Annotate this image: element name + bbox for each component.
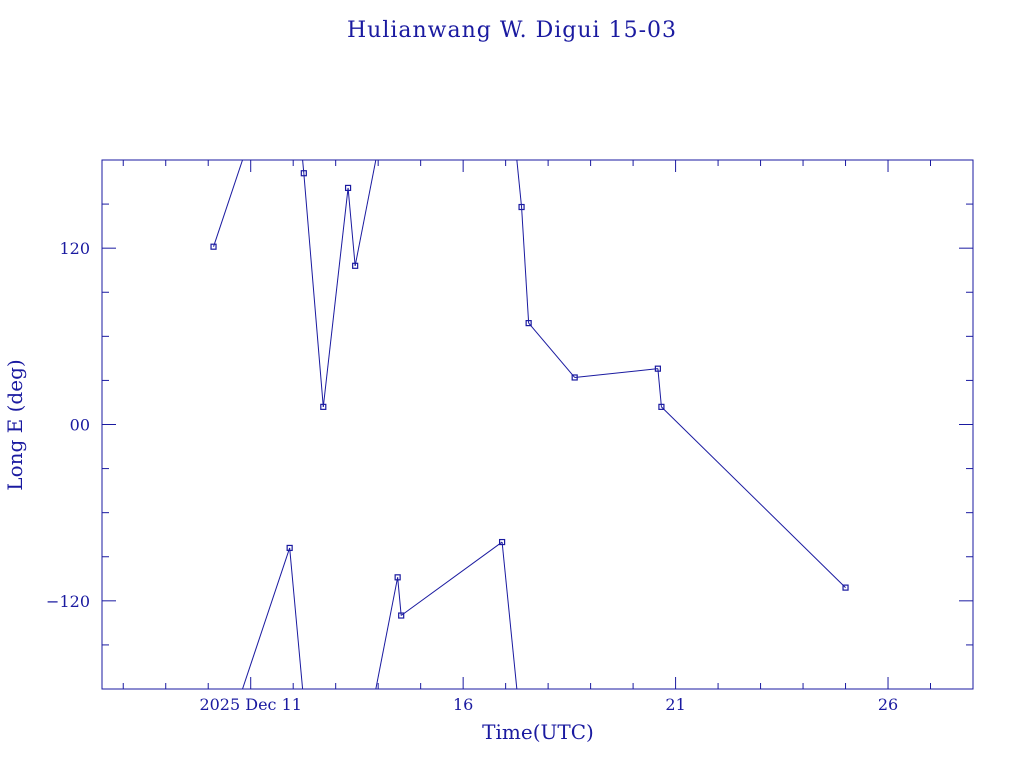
x-tick-label: 26	[878, 695, 898, 714]
series-segment	[289, 547, 304, 689]
data-point-marker	[210, 243, 217, 250]
series-segment	[375, 577, 399, 689]
data-point-marker	[320, 403, 327, 410]
series-marker-group	[210, 170, 849, 619]
series-segment	[657, 368, 662, 407]
series-line-group	[213, 160, 846, 689]
data-point-marker	[571, 374, 578, 381]
series-segment	[354, 160, 377, 266]
series-segment	[303, 173, 324, 407]
series-segment	[347, 187, 356, 266]
y-tick-label: 00	[70, 416, 90, 435]
series-segment	[521, 206, 530, 324]
data-point-marker	[352, 262, 359, 269]
series-segment	[213, 160, 244, 247]
y-tick-label: 120	[59, 239, 90, 258]
x-tick-label: 21	[665, 695, 685, 714]
axis-ticks	[102, 160, 974, 689]
series-segment	[241, 547, 291, 689]
axis-tick-labels: 2025 Dec 11 16 21 26 120 00 −120	[46, 239, 898, 714]
y-axis-label: Long E (deg)	[3, 359, 27, 490]
x-axis-label: Time(UTC)	[482, 720, 594, 744]
series-segment	[302, 160, 305, 174]
data-point-marker	[300, 170, 307, 177]
series-segment	[574, 368, 658, 378]
data-point-marker	[286, 544, 293, 552]
series-segment	[501, 542, 518, 689]
series-segment	[528, 322, 576, 378]
data-point-marker	[654, 365, 661, 372]
data-point-marker	[398, 612, 405, 619]
data-point-marker	[498, 538, 506, 546]
data-point-marker	[658, 403, 665, 410]
x-tick-label: 2025 Dec 11	[199, 695, 302, 714]
y-tick-label: −120	[46, 592, 90, 611]
series-segment	[397, 577, 402, 616]
series-segment	[661, 406, 846, 588]
series-segment	[400, 541, 503, 616]
chart-title: Hulianwang W. Digui 15-03	[347, 18, 677, 43]
plot-frame	[101, 159, 974, 690]
series-segment	[322, 187, 349, 407]
series-segment	[516, 160, 523, 208]
data-point-marker	[394, 574, 401, 581]
x-tick-label: 16	[453, 695, 473, 714]
data-point-marker	[842, 584, 849, 591]
data-point-marker	[518, 203, 525, 211]
data-point-marker	[344, 184, 352, 192]
data-point-marker	[525, 320, 532, 327]
